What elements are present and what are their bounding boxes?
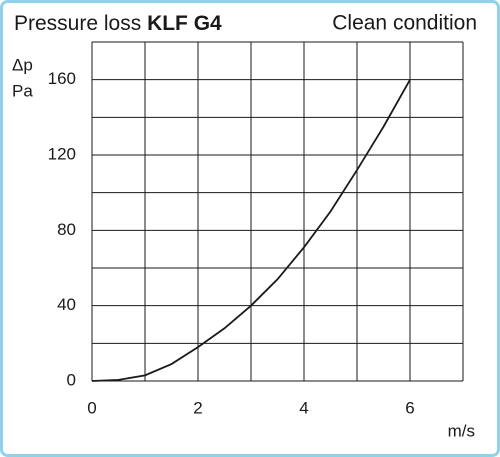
title-text: Pressure loss [14, 12, 141, 35]
y-tick-label: 120 [48, 144, 76, 163]
y-label: Pa [12, 81, 33, 100]
x-label: m/s [448, 421, 475, 440]
y-tick-label: 80 [57, 220, 76, 239]
y-tick-label: 40 [57, 295, 76, 314]
chart-subtitle: Clean condition [332, 12, 477, 35]
data-line [91, 79, 411, 382]
title-bold: KLF G4 [147, 12, 222, 35]
x-tick-label: 6 [405, 398, 414, 417]
y-tick-label: 0 [67, 370, 76, 389]
x-tick-label: 4 [299, 398, 308, 417]
x-tick-label: 2 [193, 398, 202, 417]
y-tick-label: 160 [48, 69, 76, 88]
y-label: Δp [12, 55, 33, 74]
chart-title: Pressure loss KLF G4 [14, 12, 222, 35]
x-tick-label: 0 [87, 398, 96, 417]
